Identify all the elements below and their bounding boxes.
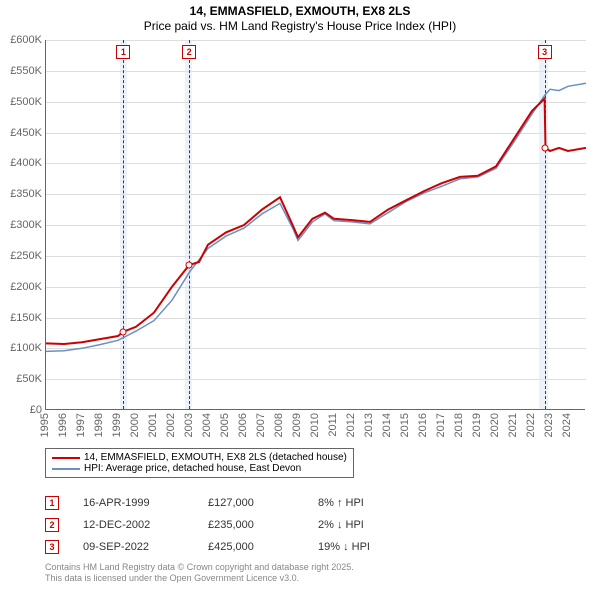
x-tick-label: 2017 [435, 413, 447, 437]
table-row: 1 16-APR-1999 £127,000 8% ↑ HPI [45, 492, 428, 514]
x-tick-label: 2024 [561, 413, 573, 437]
x-tick-label: 2009 [291, 413, 303, 437]
legend-label: 14, EMMASFIELD, EXMOUTH, EX8 2LS (detach… [84, 452, 347, 463]
sale-delta: 2% ↓ HPI [318, 519, 428, 531]
x-tick-label: 1996 [57, 413, 69, 437]
y-axis-labels: £0£50K£100K£150K£200K£250K£300K£350K£400… [0, 40, 45, 410]
title-line2: Price paid vs. HM Land Registry's House … [0, 19, 600, 33]
sale-date: 12-DEC-2002 [83, 519, 208, 531]
x-tick-label: 2004 [201, 413, 213, 437]
series-lines [46, 40, 586, 410]
legend-item-hpi: HPI: Average price, detached house, East… [52, 463, 347, 474]
y-tick-label: £450K [10, 127, 42, 139]
x-tick-label: 2021 [507, 413, 519, 437]
y-tick-label: £400K [10, 157, 42, 169]
x-tick-label: 2015 [399, 413, 411, 437]
y-tick-label: £600K [10, 34, 42, 46]
sale-date: 16-APR-1999 [83, 497, 208, 509]
sale-marker-2: 2 [45, 518, 59, 532]
x-tick-label: 2012 [345, 413, 357, 437]
attribution-line2: This data is licensed under the Open Gov… [45, 573, 354, 584]
sale-dot [541, 144, 548, 151]
sale-price: £127,000 [208, 497, 318, 509]
y-tick-label: £200K [10, 281, 42, 293]
sale-marker-1: 1 [45, 496, 59, 510]
x-tick-label: 2005 [219, 413, 231, 437]
sale-price: £235,000 [208, 519, 318, 531]
attribution: Contains HM Land Registry data © Crown c… [45, 562, 354, 585]
legend-swatch [52, 457, 80, 459]
x-tick-label: 2014 [381, 413, 393, 437]
x-tick-label: 1998 [93, 413, 105, 437]
attribution-line1: Contains HM Land Registry data © Crown c… [45, 562, 354, 573]
y-tick-label: £550K [10, 65, 42, 77]
sale-dot [186, 262, 193, 269]
x-tick-label: 1997 [75, 413, 87, 437]
x-tick-label: 2008 [273, 413, 285, 437]
y-tick-label: £500K [10, 96, 42, 108]
y-tick-label: £350K [10, 188, 42, 200]
x-tick-label: 2023 [543, 413, 555, 437]
x-tick-label: 2022 [525, 413, 537, 437]
x-tick-label: 2002 [165, 413, 177, 437]
x-tick-label: 2003 [183, 413, 195, 437]
y-tick-label: £300K [10, 219, 42, 231]
x-tick-label: 2016 [417, 413, 429, 437]
legend-swatch [52, 468, 80, 470]
chart-marker: 1 [116, 45, 130, 59]
y-tick-label: £50K [16, 373, 42, 385]
sale-delta: 19% ↓ HPI [318, 541, 428, 553]
sales-table: 1 16-APR-1999 £127,000 8% ↑ HPI 2 12-DEC… [45, 492, 428, 558]
table-row: 3 09-SEP-2022 £425,000 19% ↓ HPI [45, 536, 428, 558]
title-line1: 14, EMMASFIELD, EXMOUTH, EX8 2LS [0, 4, 600, 18]
chart-container: 14, EMMASFIELD, EXMOUTH, EX8 2LS Price p… [0, 0, 600, 590]
x-tick-label: 1999 [111, 413, 123, 437]
x-tick-label: 2001 [147, 413, 159, 437]
sale-price: £425,000 [208, 541, 318, 553]
chart-marker: 2 [182, 45, 196, 59]
y-tick-label: £150K [10, 312, 42, 324]
x-tick-label: 2000 [129, 413, 141, 437]
y-tick-label: £100K [10, 342, 42, 354]
sale-dot [120, 328, 127, 335]
x-tick-label: 2013 [363, 413, 375, 437]
chart-marker: 3 [538, 45, 552, 59]
x-tick-label: 2020 [489, 413, 501, 437]
table-row: 2 12-DEC-2002 £235,000 2% ↓ HPI [45, 514, 428, 536]
y-tick-label: £250K [10, 250, 42, 262]
sale-delta: 8% ↑ HPI [318, 497, 428, 509]
sale-date: 09-SEP-2022 [83, 541, 208, 553]
sale-marker-3: 3 [45, 540, 59, 554]
series-price_paid [46, 99, 586, 344]
x-axis-labels: 1995199619971998199920002001200220032004… [45, 411, 585, 446]
legend: 14, EMMASFIELD, EXMOUTH, EX8 2LS (detach… [45, 448, 354, 478]
title-block: 14, EMMASFIELD, EXMOUTH, EX8 2LS Price p… [0, 0, 600, 33]
plot-area: 1 2 3 [45, 40, 585, 410]
x-tick-label: 2011 [327, 413, 339, 437]
x-tick-label: 2018 [453, 413, 465, 437]
x-tick-label: 2019 [471, 413, 483, 437]
x-tick-label: 2007 [255, 413, 267, 437]
x-tick-label: 1995 [39, 413, 51, 437]
x-tick-label: 2010 [309, 413, 321, 437]
x-tick-label: 2006 [237, 413, 249, 437]
legend-label: HPI: Average price, detached house, East… [84, 463, 301, 474]
legend-item-price-paid: 14, EMMASFIELD, EXMOUTH, EX8 2LS (detach… [52, 452, 347, 463]
